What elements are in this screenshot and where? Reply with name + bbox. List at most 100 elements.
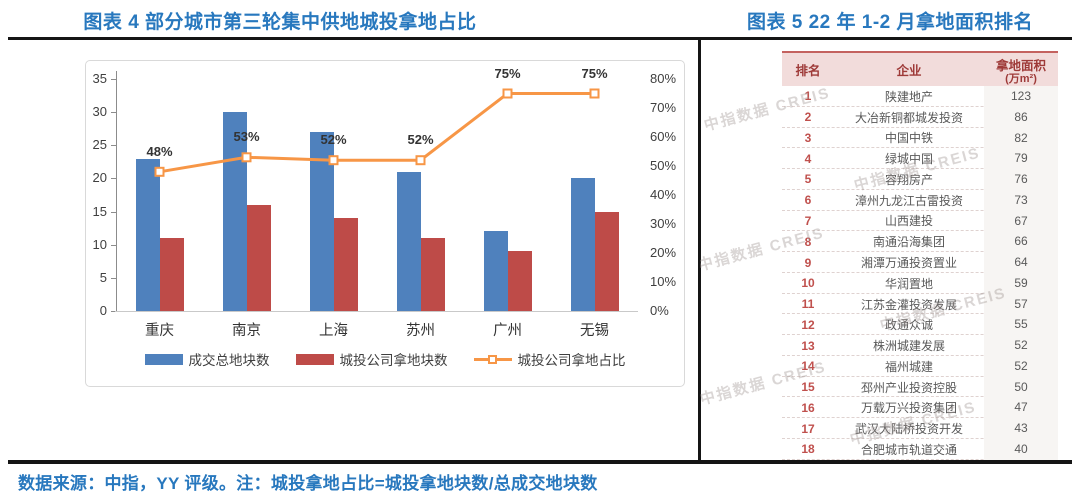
table-row: 8 南通沿海集团 66: [782, 231, 1058, 253]
area-cell: 79: [984, 148, 1058, 170]
right-axis-tick-label: 0%: [650, 303, 669, 318]
table-header-subcell: (万m²): [1005, 72, 1037, 85]
table-row: 2 大冶新铜都城发投资 86: [782, 106, 1058, 128]
ranking-panel-figure5: 排名 企业 拿地面积 (万m²) 1 陕建地产 123 2 大冶新铜都城发投资 86 3 中国中铁 82…: [700, 40, 1080, 461]
legend-line-marker-icon: [473, 354, 512, 365]
left-axis-tick-label: 35: [92, 71, 107, 86]
company-cell: 漳州九龙江古雷投资: [854, 193, 963, 208]
bar-城投公司拿地块数-广州: [507, 251, 532, 311]
area-cell: 64: [984, 252, 1058, 273]
vertical-divider-line: [698, 40, 701, 460]
line-marker: [241, 152, 252, 163]
table-row: 10 华润置地 59: [782, 272, 1058, 294]
area-cell: 52: [984, 355, 1058, 377]
rank-cell: 7: [804, 213, 812, 228]
company-cell: 株洲城建发展: [872, 339, 945, 354]
table-row: 4 绿城中国 79: [782, 148, 1058, 170]
right-axis-tick-label: 30%: [650, 216, 677, 231]
right-axis-tick-label: 50%: [650, 158, 677, 173]
line-marker: [415, 155, 426, 166]
right-axis-tick-label: 80%: [650, 71, 677, 86]
legend-label: 城投公司拿地块数: [339, 353, 448, 368]
table-row: 6 漳州九龙江古雷投资 73: [782, 189, 1058, 211]
area-cell: 66: [984, 231, 1058, 253]
rank-cell: 9: [804, 255, 812, 270]
rank-cell: 4: [804, 151, 812, 166]
table-row: 9 湘潭万通投资置业 64: [782, 252, 1058, 273]
rank-cell: 1: [804, 89, 812, 104]
company-cell: 陕建地产: [884, 89, 933, 104]
table-row: 5 容翔房产 76: [782, 169, 1058, 190]
bar-成交总地块数-苏州: [396, 171, 421, 311]
area-cell: 123: [984, 86, 1058, 107]
left-axis-tick-label: 10: [92, 236, 107, 252]
right-axis-tick-label: 60%: [650, 129, 677, 144]
table-row: 17 武汉大陆桥投资开发 43: [782, 418, 1058, 440]
left-axis-tick: [111, 311, 116, 312]
company-cell: 湘潭万通投资置业: [860, 256, 957, 271]
bar-城投公司拿地块数-苏州: [420, 238, 445, 311]
rank-cell: 3: [804, 130, 812, 145]
line-point-label: 48%: [146, 143, 173, 159]
left-axis-tick: [111, 145, 116, 147]
company-cell: 大冶新铜都城发投资: [854, 110, 963, 125]
company-cell: 江苏金灌投资发展: [860, 297, 957, 312]
legend-item: 成交总地块数: [144, 349, 270, 369]
rank-cell: 6: [804, 193, 812, 208]
company-cell: 华润置地: [884, 276, 933, 291]
table-row: 13 株洲城建发展 52: [782, 335, 1058, 356]
table-header-cell: 拿地面积 (万m²): [984, 55, 1058, 85]
area-cell: 47: [984, 397, 1058, 419]
x-axis-label: 无锡: [580, 323, 609, 339]
rank-cell: 8: [804, 234, 812, 249]
company-cell: 政通众诚: [884, 318, 933, 333]
line-marker: [502, 88, 513, 99]
company-cell: 中国中铁: [884, 131, 933, 146]
bar-成交总地块数-广州: [483, 231, 508, 311]
company-cell: 容翔房产: [884, 172, 933, 187]
x-axis-label: 重庆: [145, 323, 174, 339]
company-cell: 南通沿海集团: [872, 235, 945, 250]
legend-label: 成交总地块数: [188, 353, 270, 368]
x-axis-label: 上海: [319, 323, 348, 339]
right-axis-tick-label: 10%: [650, 274, 677, 289]
area-cell: 40: [984, 439, 1058, 460]
bar-成交总地块数-重庆: [135, 158, 160, 311]
company-cell: 邳州产业投资控股: [860, 380, 957, 395]
rank-cell: 15: [801, 380, 815, 395]
data-source-note: 数据来源：中指，YY 评级。注：城投拿地占比=城投拿地块数/总成交地块数: [18, 474, 598, 493]
rank-cell: 18: [801, 442, 815, 457]
table-header-row: 排名 企业 拿地面积 (万m²): [782, 51, 1058, 86]
line-marker: [589, 88, 600, 99]
left-axis-tick-label: 0: [99, 303, 107, 318]
left-axis-tick-label: 25: [92, 137, 107, 153]
line-point-label: 53%: [233, 129, 260, 145]
company-cell: 合肥城市轨道交通: [860, 442, 957, 457]
table-row: 18 合肥城市轨道交通 40: [782, 439, 1058, 460]
rank-cell: 13: [801, 338, 815, 353]
top-divider-line: [8, 37, 1072, 40]
table-row: 12 政通众诚 55: [782, 314, 1058, 336]
table-row: 7 山西建投 67: [782, 210, 1058, 232]
area-cell: 86: [984, 106, 1058, 128]
right-axis-tick-label: 40%: [650, 187, 677, 202]
left-axis-tick: [111, 79, 116, 80]
area-cell: 55: [984, 314, 1058, 336]
left-axis-tick-label: 30: [92, 104, 107, 120]
company-cell: 福州城建: [884, 359, 933, 374]
area-cell: 67: [984, 210, 1058, 232]
table-row: 15 邳州产业投资控股 50: [782, 376, 1058, 398]
bar-城投公司拿地块数-无锡: [594, 211, 619, 311]
area-cell: 73: [984, 189, 1058, 211]
bottom-divider-line: [8, 460, 1072, 464]
area-cell: 82: [984, 127, 1058, 149]
table-row: 11 江苏金灌投资发展 57: [782, 293, 1058, 315]
left-axis-tick-label: 20: [92, 170, 107, 186]
company-cell: 万载万兴投资集团: [860, 401, 957, 416]
table-header-cell: 排名: [795, 64, 821, 78]
company-cell: 山西建投: [884, 214, 933, 229]
line-series-城投公司拿地占比: [154, 88, 600, 177]
table-row: 3 中国中铁 82: [782, 127, 1058, 149]
area-cell: 43: [984, 418, 1058, 440]
left-axis-tick: [111, 178, 116, 180]
